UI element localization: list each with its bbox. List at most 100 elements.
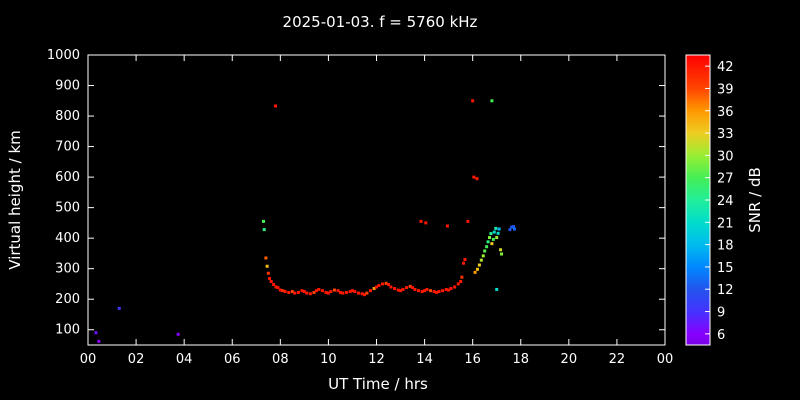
data-point: [278, 288, 282, 292]
data-point: [341, 291, 345, 295]
x-tick-label: 04: [176, 352, 193, 367]
data-point: [377, 283, 381, 287]
data-point: [495, 287, 499, 291]
data-point: [281, 289, 285, 293]
data-point: [368, 289, 372, 293]
y-tick-label: 900: [55, 79, 80, 94]
colorbar-tick-label: 27: [717, 172, 734, 187]
data-point: [447, 288, 451, 292]
data-point: [362, 293, 366, 297]
data-point: [268, 276, 272, 280]
data-point: [276, 286, 280, 290]
x-tick-label: 16: [464, 352, 481, 367]
data-point: [486, 240, 490, 244]
x-tick-label: 14: [416, 352, 433, 367]
data-point: [496, 231, 500, 235]
data-point: [381, 282, 385, 286]
data-point: [435, 290, 439, 294]
data-point: [365, 291, 369, 295]
data-point: [384, 281, 388, 285]
data-point: [495, 236, 499, 240]
data-point: [308, 292, 312, 296]
data-point: [265, 264, 269, 268]
data-point: [117, 306, 121, 310]
data-point: [437, 290, 441, 294]
y-tick-label: 300: [55, 262, 80, 277]
data-point: [423, 289, 427, 293]
data-point: [97, 339, 101, 343]
x-tick-label: 02: [128, 352, 145, 367]
chart-title: 2025-01-03. f = 5760 kHz: [283, 13, 478, 31]
data-point: [475, 177, 479, 181]
data-point: [290, 290, 294, 294]
colorbar-label: SNR / dB: [746, 167, 764, 233]
data-point: [473, 270, 477, 274]
data-point: [283, 290, 287, 294]
data-point: [274, 104, 278, 108]
y-tick-label: 700: [55, 140, 80, 155]
data-point: [483, 249, 487, 253]
data-point: [348, 290, 352, 294]
data-point: [424, 221, 428, 225]
data-point: [485, 245, 489, 249]
data-point: [372, 287, 376, 291]
data-point: [510, 225, 514, 229]
data-point: [497, 227, 501, 231]
data-point: [329, 290, 333, 294]
data-point: [389, 285, 393, 289]
data-point: [411, 286, 415, 290]
colorbar: 6 9 12 15 18 21 24 27 30 33 36 39 42: [685, 54, 734, 346]
data-point: [429, 289, 433, 293]
y-axis-label: Virtual height / km: [6, 130, 24, 269]
data-point: [396, 288, 400, 292]
data-point: [401, 287, 405, 291]
data-point: [302, 290, 306, 294]
y-tick-label: 200: [55, 292, 80, 307]
data-points-layer: [94, 99, 516, 343]
data-point: [317, 287, 321, 291]
data-point: [490, 99, 494, 103]
data-point: [262, 228, 266, 232]
data-point: [419, 219, 423, 223]
data-point: [479, 258, 483, 262]
data-point: [360, 292, 364, 296]
data-point: [460, 275, 464, 279]
data-point: [296, 290, 300, 294]
data-point: [262, 219, 266, 223]
data-point: [375, 285, 378, 289]
data-point: [305, 291, 309, 295]
data-point: [445, 224, 449, 228]
y-tick-label: 800: [55, 109, 80, 124]
x-tick-label: 00: [80, 352, 97, 367]
data-point: [491, 237, 495, 241]
y-tick-label: 600: [55, 170, 80, 185]
x-tick-label: 10: [320, 352, 337, 367]
data-point: [494, 226, 498, 230]
colorbar-tick-label: 39: [717, 82, 734, 97]
data-point: [420, 290, 424, 294]
data-point: [481, 254, 485, 258]
data-point: [387, 283, 391, 287]
data-point: [405, 286, 409, 290]
data-point: [425, 287, 429, 291]
data-point: [320, 289, 324, 293]
data-point: [408, 284, 412, 288]
plot-border: [87, 54, 666, 346]
data-point: [499, 248, 503, 252]
data-point: [399, 289, 403, 293]
data-point: [266, 271, 270, 275]
colorbar-tick-label: 33: [717, 127, 734, 142]
y-tick-label: 400: [55, 231, 80, 246]
data-point: [264, 256, 268, 260]
data-point: [471, 99, 475, 103]
data-point: [456, 282, 460, 286]
y-tick-label: 100: [55, 323, 80, 338]
x-tick-label: 12: [368, 352, 385, 367]
x-tick-label: 22: [609, 352, 626, 367]
colorbar-tick-label: 42: [717, 60, 734, 75]
y-tick-label: 500: [55, 201, 80, 216]
data-point: [353, 290, 357, 294]
x-axis-label: UT Time / hrs: [328, 375, 428, 393]
data-point: [94, 331, 98, 335]
